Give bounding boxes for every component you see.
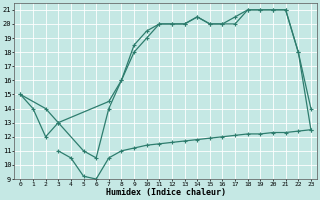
X-axis label: Humidex (Indice chaleur): Humidex (Indice chaleur)	[106, 188, 226, 197]
